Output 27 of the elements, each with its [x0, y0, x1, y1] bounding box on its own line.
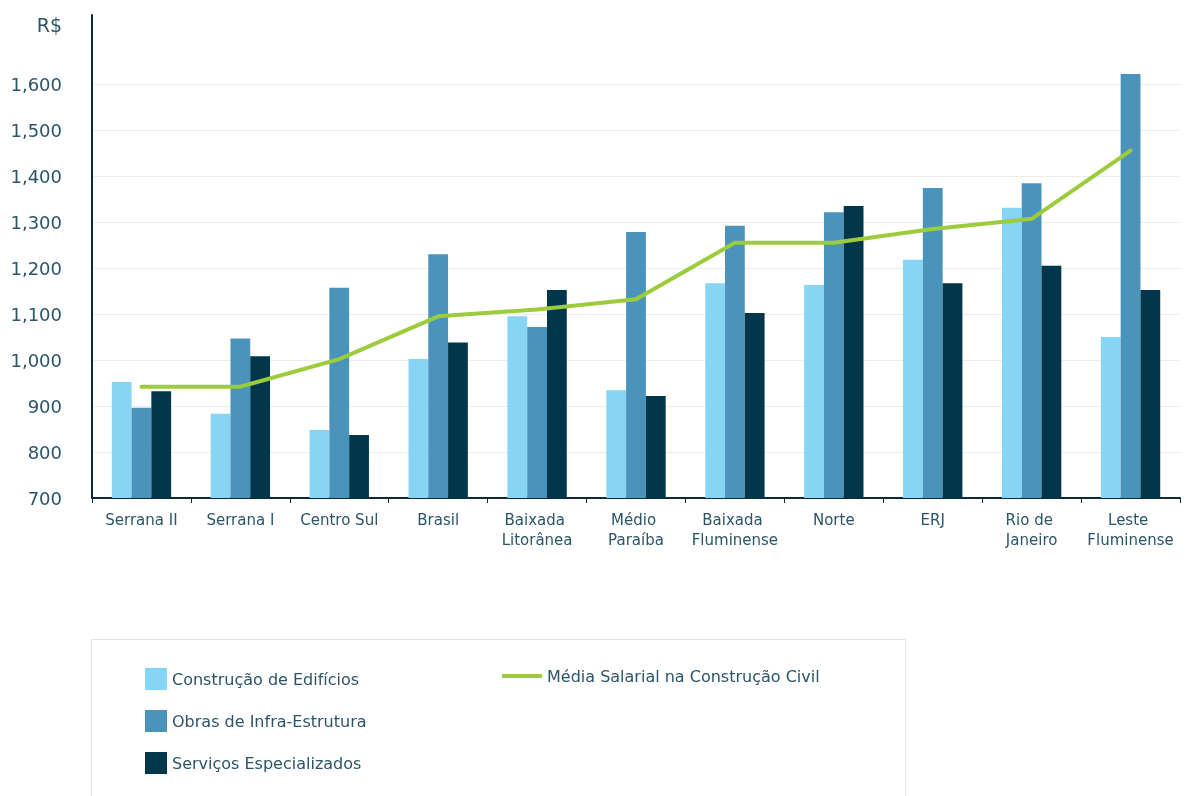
legend-label: Serviços Especializados: [172, 753, 362, 773]
x-tick-label: Médio Paraíba: [608, 511, 664, 549]
y-tick-label: 1,600: [10, 73, 62, 95]
legend-label: Média Salarial na Construção Civil: [547, 666, 820, 686]
y-tick-label: 800: [27, 441, 62, 463]
x-tick-label: Serrana I: [206, 511, 275, 529]
line-series: [139, 148, 1133, 389]
x-tick-label: Rio de Janeiro: [1004, 511, 1058, 549]
y-tick-label: 1,500: [10, 119, 62, 141]
x-tick-label: Norte: [812, 511, 855, 529]
x-tick-label: Leste Fluminense: [1087, 511, 1174, 549]
y-tick-label: 1,300: [10, 211, 62, 233]
y-tick-label: 1,100: [10, 303, 62, 325]
y-tick-label: 1,200: [10, 257, 62, 279]
x-tick-label: Baixada Fluminense: [691, 511, 779, 549]
x-tick-label: Baixada Litorânea: [501, 511, 573, 549]
y-tick-label: 1,400: [10, 165, 62, 187]
x-tick-label: Brasil: [417, 511, 460, 529]
x-tick-label: Centro Sul: [300, 511, 379, 529]
y-axis-title: R$: [36, 13, 62, 36]
y-tick-label: 1,000: [10, 349, 62, 371]
x-tick-label: ERJ: [920, 511, 945, 529]
legend-label: Obras de Infra-Estrutura: [172, 711, 367, 731]
legend-label: Construção de Edifícios: [172, 669, 360, 689]
x-tick-label: Serrana II: [105, 511, 178, 529]
y-tick-label: 700: [27, 487, 62, 509]
y-tick-label: 900: [27, 395, 62, 417]
